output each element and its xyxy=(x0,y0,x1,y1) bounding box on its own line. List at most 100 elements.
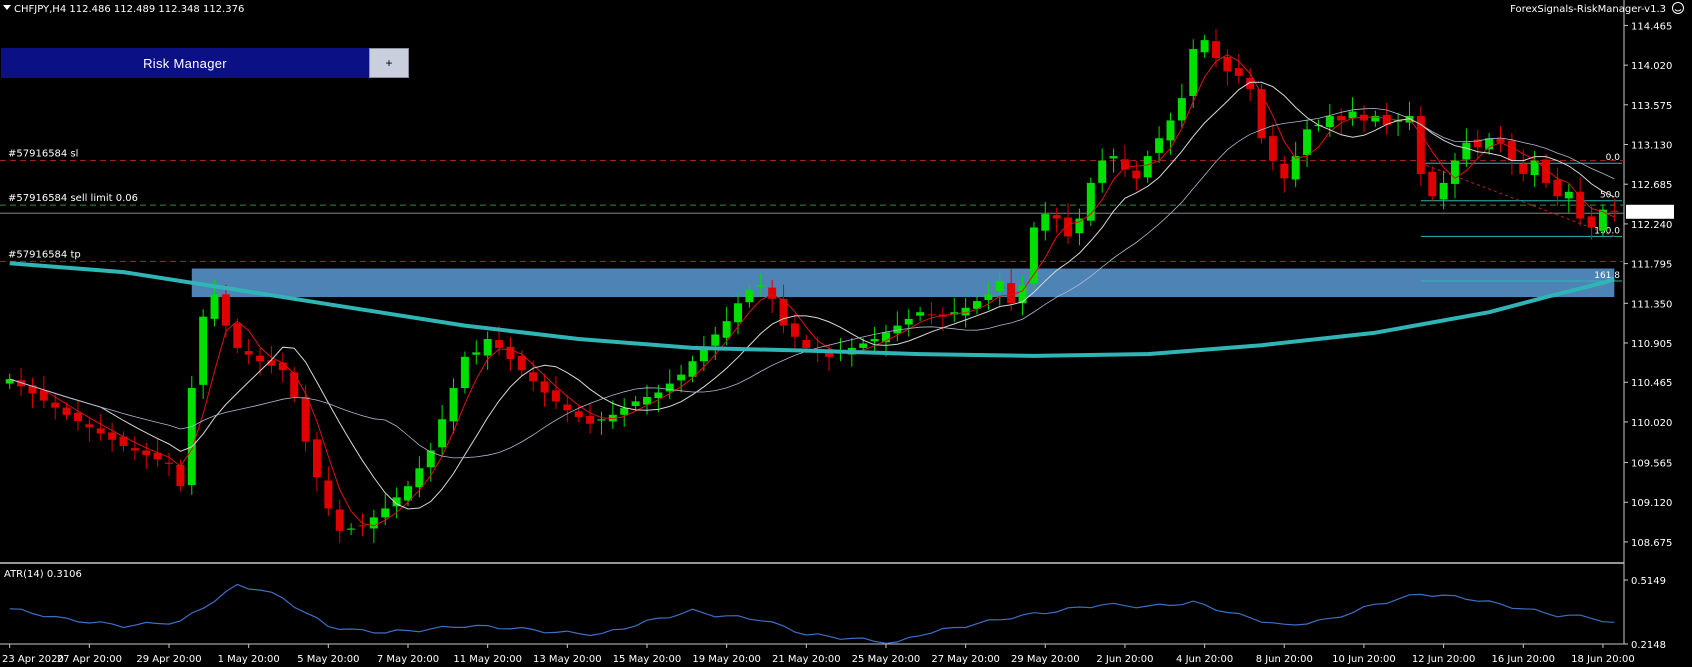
candle-body xyxy=(358,525,367,527)
candle-body xyxy=(574,411,583,418)
atr-tick-label: 0.5149 xyxy=(1631,576,1666,587)
candle-body xyxy=(1462,142,1471,160)
candle-body xyxy=(1177,98,1186,121)
candle-body xyxy=(1120,159,1129,170)
take-profit-label: #57916584 tp xyxy=(8,249,81,260)
candle-body xyxy=(1542,159,1551,183)
candle-body xyxy=(415,468,424,488)
time-tick-label: 10 Jun 20:00 xyxy=(1332,654,1396,665)
price-tick-label: 113.575 xyxy=(1631,101,1672,112)
candle-body xyxy=(768,287,777,299)
candle-body xyxy=(1109,156,1118,159)
candle-body xyxy=(483,338,492,356)
candle-body xyxy=(995,281,1004,292)
candle-body xyxy=(756,285,765,287)
price-tick-label: 111.795 xyxy=(1631,260,1672,271)
candle-body xyxy=(1564,191,1573,199)
candle-body xyxy=(381,508,390,518)
candle-body xyxy=(176,464,185,487)
candle-body xyxy=(631,401,640,406)
candle-body xyxy=(460,356,469,389)
candle-body xyxy=(506,346,515,360)
atr-tick-label: 0.2148 xyxy=(1631,640,1666,651)
candle-body xyxy=(1257,89,1266,139)
fib-trendline[interactable] xyxy=(1420,162,1615,237)
candle-body xyxy=(881,332,890,343)
candle-body xyxy=(1029,227,1038,284)
candle-body xyxy=(472,352,481,355)
candle-body xyxy=(586,415,595,424)
candle-body xyxy=(1473,139,1482,148)
current-price-label: 112.376 xyxy=(1630,208,1671,219)
candle-body xyxy=(1280,163,1289,179)
risk-manager-title-button[interactable]: Risk Manager xyxy=(1,48,369,78)
candle-body xyxy=(1268,136,1277,161)
time-tick-label: 29 Apr 20:00 xyxy=(136,654,201,665)
candle-body xyxy=(1212,41,1220,58)
candle-body xyxy=(517,355,526,371)
candle-body xyxy=(688,361,697,377)
candle-body xyxy=(153,452,162,460)
candle-body xyxy=(1394,120,1403,122)
candle-body xyxy=(1155,138,1164,153)
candle-body xyxy=(1303,129,1312,156)
risk-manager-expand-button[interactable]: + xyxy=(369,48,409,78)
candle-body xyxy=(597,419,606,421)
candle-body xyxy=(301,396,310,442)
candle-body xyxy=(711,334,720,346)
symbol-info: CHFJPY,H4 112.486 112.489 112.348 112.37… xyxy=(14,4,244,15)
candle-body xyxy=(950,312,959,315)
candle-body xyxy=(39,390,48,401)
candle-body xyxy=(1234,68,1243,76)
candle-body xyxy=(643,396,651,405)
candle-body xyxy=(734,303,743,323)
candle-body xyxy=(199,316,208,385)
price-tick-label: 110.905 xyxy=(1631,339,1672,350)
candle-body xyxy=(551,390,560,402)
candle-body xyxy=(1064,217,1073,237)
candle-body xyxy=(984,294,993,301)
candle-body xyxy=(165,462,173,464)
candle-body xyxy=(495,340,504,348)
price-tick-label: 110.465 xyxy=(1631,378,1672,389)
candle-body xyxy=(130,448,139,451)
candle-body xyxy=(802,339,811,348)
price-tick-label: 109.565 xyxy=(1631,459,1672,470)
candle-body xyxy=(904,318,913,325)
candle-body xyxy=(1291,156,1300,180)
candle-body xyxy=(825,351,834,357)
ma-200-line xyxy=(9,261,1615,358)
candle-body xyxy=(1598,209,1607,231)
candle-body xyxy=(335,509,344,531)
candle-body xyxy=(73,412,82,422)
fib-level-label: 161.8 xyxy=(1594,271,1620,281)
candle-body xyxy=(608,414,617,422)
time-tick-label: 23 Apr 2020 xyxy=(2,654,64,665)
candle-body xyxy=(859,343,868,348)
candle-body xyxy=(1337,115,1346,121)
candle-body xyxy=(563,404,572,411)
candle-body xyxy=(324,480,333,509)
candle-body xyxy=(1507,140,1516,161)
chevron-down-icon[interactable] xyxy=(3,5,11,10)
candle-body xyxy=(51,402,60,408)
candle-body xyxy=(1530,160,1539,176)
time-tick-label: 13 May 20:00 xyxy=(533,654,602,665)
candle-body xyxy=(142,450,151,455)
supply-zone-rect[interactable] xyxy=(191,268,1615,298)
candle-body xyxy=(1143,156,1152,178)
time-tick-label: 18 Jun 20:00 xyxy=(1571,654,1635,665)
current-price-box xyxy=(1626,204,1674,219)
candle-body xyxy=(677,374,686,381)
time-tick-label: 21 May 20:00 xyxy=(772,654,841,665)
candle-body xyxy=(529,372,538,382)
price-tick-label: 114.020 xyxy=(1631,61,1672,72)
candle-body xyxy=(1075,218,1084,234)
candle-body xyxy=(870,338,879,342)
time-tick-label: 25 May 20:00 xyxy=(852,654,921,665)
candle-body xyxy=(404,486,412,501)
smiley-icon[interactable] xyxy=(1672,2,1684,14)
price-tick-label: 110.020 xyxy=(1631,418,1672,429)
fib-level-label: 50.0 xyxy=(1600,191,1620,201)
